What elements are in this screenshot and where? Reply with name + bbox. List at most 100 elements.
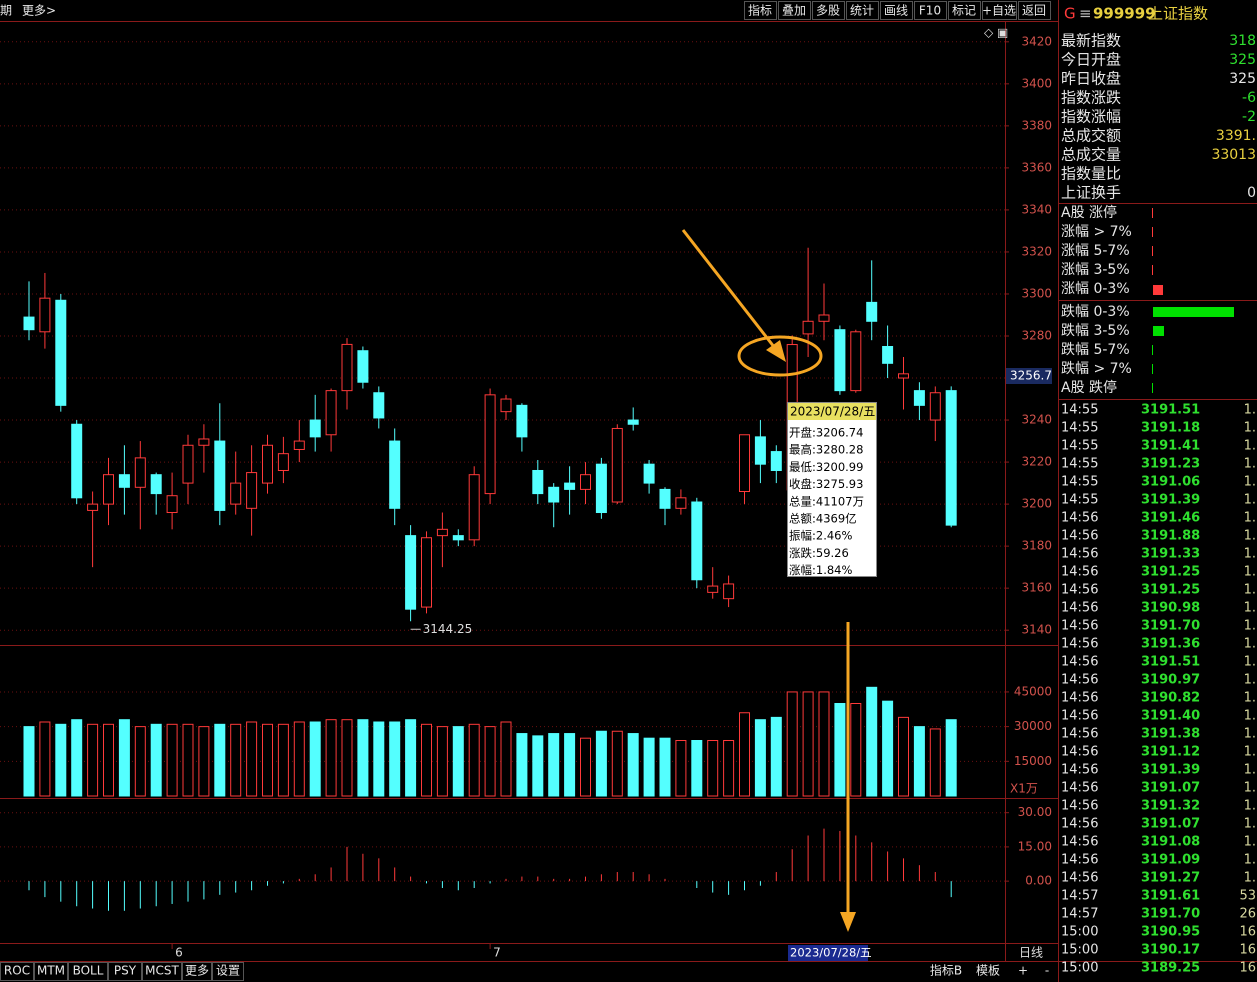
tick-price: 3191.40 bbox=[1141, 709, 1200, 724]
toolbar-item[interactable]: 期 bbox=[0, 4, 12, 18]
breadth-label: A股 涨停 bbox=[1061, 204, 1117, 221]
candle-body bbox=[118, 474, 130, 488]
toolbar-button-label[interactable]: 统计 bbox=[850, 4, 874, 18]
tick-time: 14:56 bbox=[1061, 673, 1098, 688]
tab-label[interactable]: 更多 bbox=[185, 964, 209, 978]
toolbar-button-label[interactable]: 指标 bbox=[748, 3, 772, 18]
toolbar-button[interactable] bbox=[914, 1, 947, 20]
tick-volume: 1. bbox=[1244, 871, 1256, 886]
toolbar-button[interactable] bbox=[1018, 1, 1051, 20]
tick-time: 14:55 bbox=[1061, 439, 1098, 454]
y-tick-label: 0.00 bbox=[1025, 874, 1052, 888]
toolbar-button-label[interactable]: 叠加 bbox=[782, 4, 806, 18]
toolbar-button-label[interactable]: 画线 bbox=[884, 4, 908, 18]
tooltip-line: 最高:3280.28 bbox=[789, 443, 863, 457]
tick-price: 3191.36 bbox=[1141, 637, 1200, 652]
volume-bar bbox=[452, 726, 464, 797]
candle-body bbox=[516, 404, 528, 438]
candle-body bbox=[230, 482, 242, 505]
candle-body bbox=[214, 440, 226, 511]
toolbar-button-label[interactable]: F10 bbox=[919, 4, 941, 18]
y-tick-label: 3180 bbox=[1021, 539, 1052, 553]
tab[interactable] bbox=[0, 962, 34, 981]
toolbar-button[interactable] bbox=[880, 1, 913, 20]
tick-volume: 1. bbox=[1244, 655, 1256, 670]
candle-body bbox=[309, 419, 321, 438]
bottom-control[interactable]: 模板 bbox=[976, 964, 1000, 978]
toolbar-button-label[interactable]: +自选 bbox=[982, 4, 1016, 18]
tick-time: 14:56 bbox=[1061, 583, 1098, 598]
quote-menu[interactable]: ≡ bbox=[1079, 5, 1092, 23]
tick-volume: 1. bbox=[1244, 547, 1256, 562]
tab-label[interactable]: PSY bbox=[114, 964, 137, 978]
tick-volume: 1. bbox=[1244, 799, 1256, 814]
toolbar-button-label[interactable]: 多股 bbox=[816, 4, 840, 18]
tick-volume: 1. bbox=[1244, 529, 1256, 544]
candle-body bbox=[802, 320, 814, 335]
tick-volume: 1. bbox=[1244, 403, 1256, 418]
toolbar-button[interactable] bbox=[846, 1, 879, 20]
toolbar-button-label[interactable]: 返回 bbox=[1022, 4, 1046, 18]
tick-volume: 1. bbox=[1244, 709, 1256, 724]
tick-price: 3191.38 bbox=[1141, 727, 1200, 742]
toolbar-button[interactable] bbox=[812, 1, 845, 20]
volume-bar bbox=[818, 691, 830, 797]
tick-price: 3189.25 bbox=[1141, 961, 1200, 976]
tab[interactable] bbox=[68, 962, 108, 981]
bottom-control[interactable]: + bbox=[1018, 964, 1028, 978]
toolbar-item[interactable]: 更多> bbox=[22, 4, 56, 18]
candle-body bbox=[484, 394, 496, 495]
volume-bar bbox=[723, 740, 735, 797]
tick-price: 3191.25 bbox=[1141, 565, 1200, 580]
bottom-control[interactable]: - bbox=[1045, 964, 1049, 978]
tick-time: 14:56 bbox=[1061, 655, 1098, 670]
volume-bar bbox=[246, 721, 258, 797]
candle-body bbox=[691, 501, 703, 581]
tick-price: 3191.33 bbox=[1141, 547, 1200, 562]
candle-body bbox=[929, 392, 941, 421]
quote-value: -2 bbox=[1242, 109, 1256, 125]
tab-label[interactable]: 设置 bbox=[216, 964, 240, 978]
quote-label: 昨日收盘 bbox=[1061, 70, 1121, 88]
toolbar-button[interactable] bbox=[982, 1, 1017, 20]
bottom-control[interactable]: 指标B bbox=[930, 963, 962, 978]
tick-volume: 1. bbox=[1244, 457, 1256, 472]
breadth-label: 涨幅 5-7% bbox=[1061, 243, 1130, 259]
volume-bar bbox=[866, 686, 878, 797]
candle-body bbox=[532, 469, 544, 495]
toolbar-button[interactable] bbox=[744, 1, 777, 20]
tick-price: 3191.51 bbox=[1141, 403, 1200, 418]
quote-label: 总成交量 bbox=[1061, 146, 1121, 164]
tab[interactable] bbox=[212, 962, 244, 981]
tab[interactable] bbox=[182, 962, 212, 981]
tick-price: 3191.06 bbox=[1141, 475, 1200, 490]
candle-body bbox=[71, 423, 83, 499]
volume-bar bbox=[945, 719, 957, 797]
toolbar-button-label[interactable]: 标记 bbox=[952, 4, 976, 18]
quote-label: 总成交额 bbox=[1061, 127, 1121, 145]
tab[interactable] bbox=[34, 962, 68, 981]
tab-label[interactable]: BOLL bbox=[73, 964, 104, 978]
breadth-label: 跌幅 0-3% bbox=[1061, 304, 1130, 320]
tab-label[interactable]: MCST bbox=[145, 964, 179, 978]
period[interactable]: 日线 bbox=[1019, 946, 1043, 960]
candle-body bbox=[468, 474, 480, 541]
toolbar-button[interactable] bbox=[778, 1, 811, 20]
toolbar-button[interactable] bbox=[948, 1, 981, 20]
tick-price: 3191.39 bbox=[1141, 763, 1200, 778]
tooltip-line: 涨跌:59.26 bbox=[789, 546, 849, 560]
tab-label[interactable]: MTM bbox=[37, 964, 65, 978]
volume-bar bbox=[309, 721, 321, 797]
tick-price: 3191.18 bbox=[1141, 421, 1200, 436]
tick-time: 14:56 bbox=[1061, 781, 1098, 796]
tab-label[interactable]: ROC bbox=[4, 964, 30, 978]
tick-volume: 1. bbox=[1244, 745, 1256, 760]
volume-bar bbox=[150, 723, 162, 797]
candle-body bbox=[834, 329, 846, 392]
tooltip-line: 总额:4369亿 bbox=[789, 512, 857, 526]
tab[interactable] bbox=[142, 962, 182, 981]
tab[interactable] bbox=[108, 962, 142, 981]
volume-bar bbox=[23, 726, 35, 797]
volume-bar bbox=[500, 721, 512, 797]
